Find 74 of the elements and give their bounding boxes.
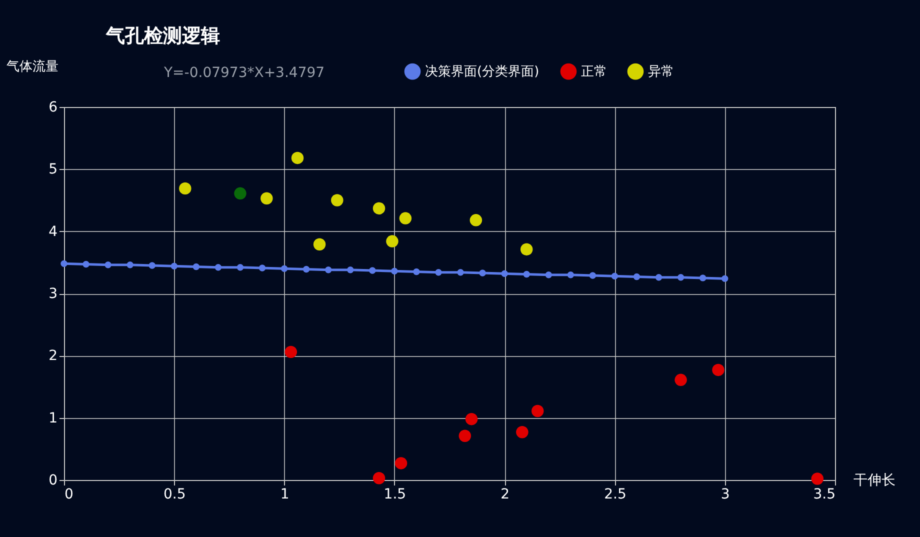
point	[258, 264, 266, 272]
point	[435, 269, 442, 276]
point	[633, 273, 640, 280]
point	[611, 272, 618, 280]
point	[677, 274, 684, 281]
point	[372, 202, 386, 214]
point	[260, 192, 273, 204]
point	[280, 265, 288, 272]
point	[545, 272, 552, 278]
point	[516, 426, 528, 438]
point	[372, 472, 386, 484]
y-tick-label: 6	[48, 100, 58, 116]
y-axis-title: 气体流量	[6, 58, 58, 74]
x-tick-label: 2	[500, 486, 510, 502]
y-tick-label: 4	[48, 224, 58, 240]
x-tick-label: 0.5	[164, 486, 186, 502]
legend-label: 异常	[648, 64, 674, 80]
y-tick-label: 0	[48, 472, 58, 488]
point	[313, 238, 326, 250]
point	[589, 272, 596, 279]
point	[391, 268, 398, 274]
y-tick-label: 5	[48, 162, 58, 178]
x-tick-label: 2.5	[604, 486, 626, 502]
point	[531, 404, 544, 418]
point	[712, 364, 724, 376]
text: Y=-0.07973*X+3.4797	[163, 65, 325, 81]
point	[520, 243, 533, 256]
point	[60, 260, 68, 268]
point	[457, 269, 464, 276]
point	[369, 267, 376, 274]
point	[148, 262, 156, 269]
point	[674, 374, 687, 386]
point	[179, 182, 192, 195]
point	[501, 270, 508, 277]
point	[523, 270, 530, 278]
x-axis-title: 干伸长	[854, 472, 896, 488]
point	[811, 472, 824, 485]
y-tick-label: 2	[48, 348, 58, 364]
point	[331, 194, 344, 206]
point	[386, 235, 398, 248]
legend-label: 正常	[581, 64, 607, 80]
point	[722, 275, 728, 282]
y-tick-label: 3	[48, 286, 58, 302]
point	[126, 262, 134, 268]
point	[291, 152, 304, 164]
point	[699, 274, 706, 282]
point	[399, 212, 412, 224]
x-tick-label: 1	[280, 486, 290, 502]
x-tick-label: 3	[720, 486, 730, 502]
point	[413, 268, 420, 276]
point	[234, 187, 246, 200]
point	[347, 266, 354, 274]
point	[655, 274, 662, 281]
x-tick-label: 0	[64, 486, 74, 502]
point	[470, 214, 482, 226]
x-tick-label: 1.5	[384, 486, 406, 502]
point	[465, 412, 478, 426]
legend-label: 决策界面(分类界面)	[425, 64, 540, 80]
point	[236, 264, 244, 271]
point	[82, 260, 90, 268]
point	[192, 263, 200, 270]
chart-title: 气孔检测逻辑	[105, 25, 220, 47]
point	[394, 457, 408, 470]
point	[567, 272, 574, 278]
point	[284, 346, 298, 358]
y-tick-label: 1	[48, 410, 58, 426]
point	[214, 264, 222, 271]
point	[302, 266, 310, 273]
point	[479, 270, 486, 276]
x-tick-label: 3.5	[813, 486, 836, 502]
point	[324, 266, 332, 274]
point	[458, 430, 472, 442]
point	[104, 262, 112, 268]
point	[170, 262, 178, 270]
